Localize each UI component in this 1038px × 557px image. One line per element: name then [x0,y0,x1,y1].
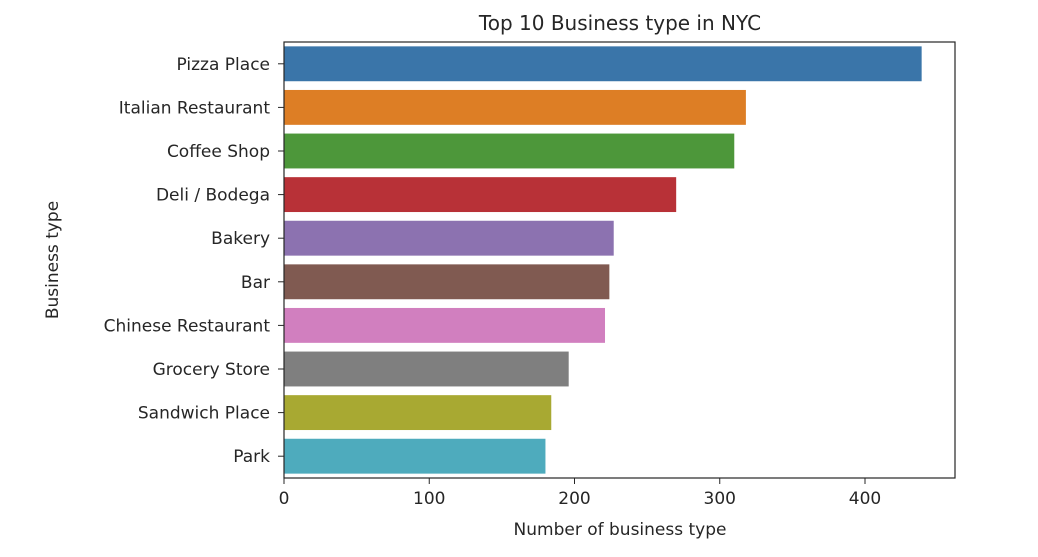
x-tick-label: 100 [413,489,445,509]
bar-sandwich-place [284,395,552,431]
y-axis-label: Business type [43,201,63,319]
bar-pizza-place [284,46,922,82]
y-tick-label: Bar [241,273,270,293]
y-tick-label: Chinese Restaurant [104,316,271,336]
y-tick-label: Italian Restaurant [119,98,271,118]
y-tick-label: Park [233,447,270,467]
plot-frame [283,41,956,479]
bar-bakery [284,220,614,256]
x-tick-label: 300 [704,489,736,509]
bar-bar [284,264,610,300]
x-axis-label: Number of business type [514,520,727,540]
y-tick-label: Grocery Store [153,360,270,380]
x-tick-label: 400 [849,489,881,509]
x-axis-ticks: 0 100 200 300 400 [279,478,881,509]
bar-italian-restaurant [284,89,746,125]
x-tick-label: 200 [558,489,590,509]
chart-title: Top 10 Business type in NYC [478,11,761,35]
y-tick-label: Sandwich Place [138,404,270,424]
bar-coffee-shop [284,133,735,169]
y-tick-label: Bakery [211,229,270,249]
bar-deli-bodega [284,177,677,213]
bars-layer [284,46,922,474]
y-axis-ticks: Pizza Place Italian Restaurant Coffee Shop… [104,55,284,467]
x-tick-label: 0 [279,489,290,509]
y-tick-label: Coffee Shop [167,142,270,162]
bar-grocery-store [284,351,569,387]
bar-chinese-restaurant [284,307,606,343]
y-tick-label: Deli / Bodega [156,186,270,206]
y-tick-label: Pizza Place [177,55,270,75]
bar-park [284,438,546,474]
